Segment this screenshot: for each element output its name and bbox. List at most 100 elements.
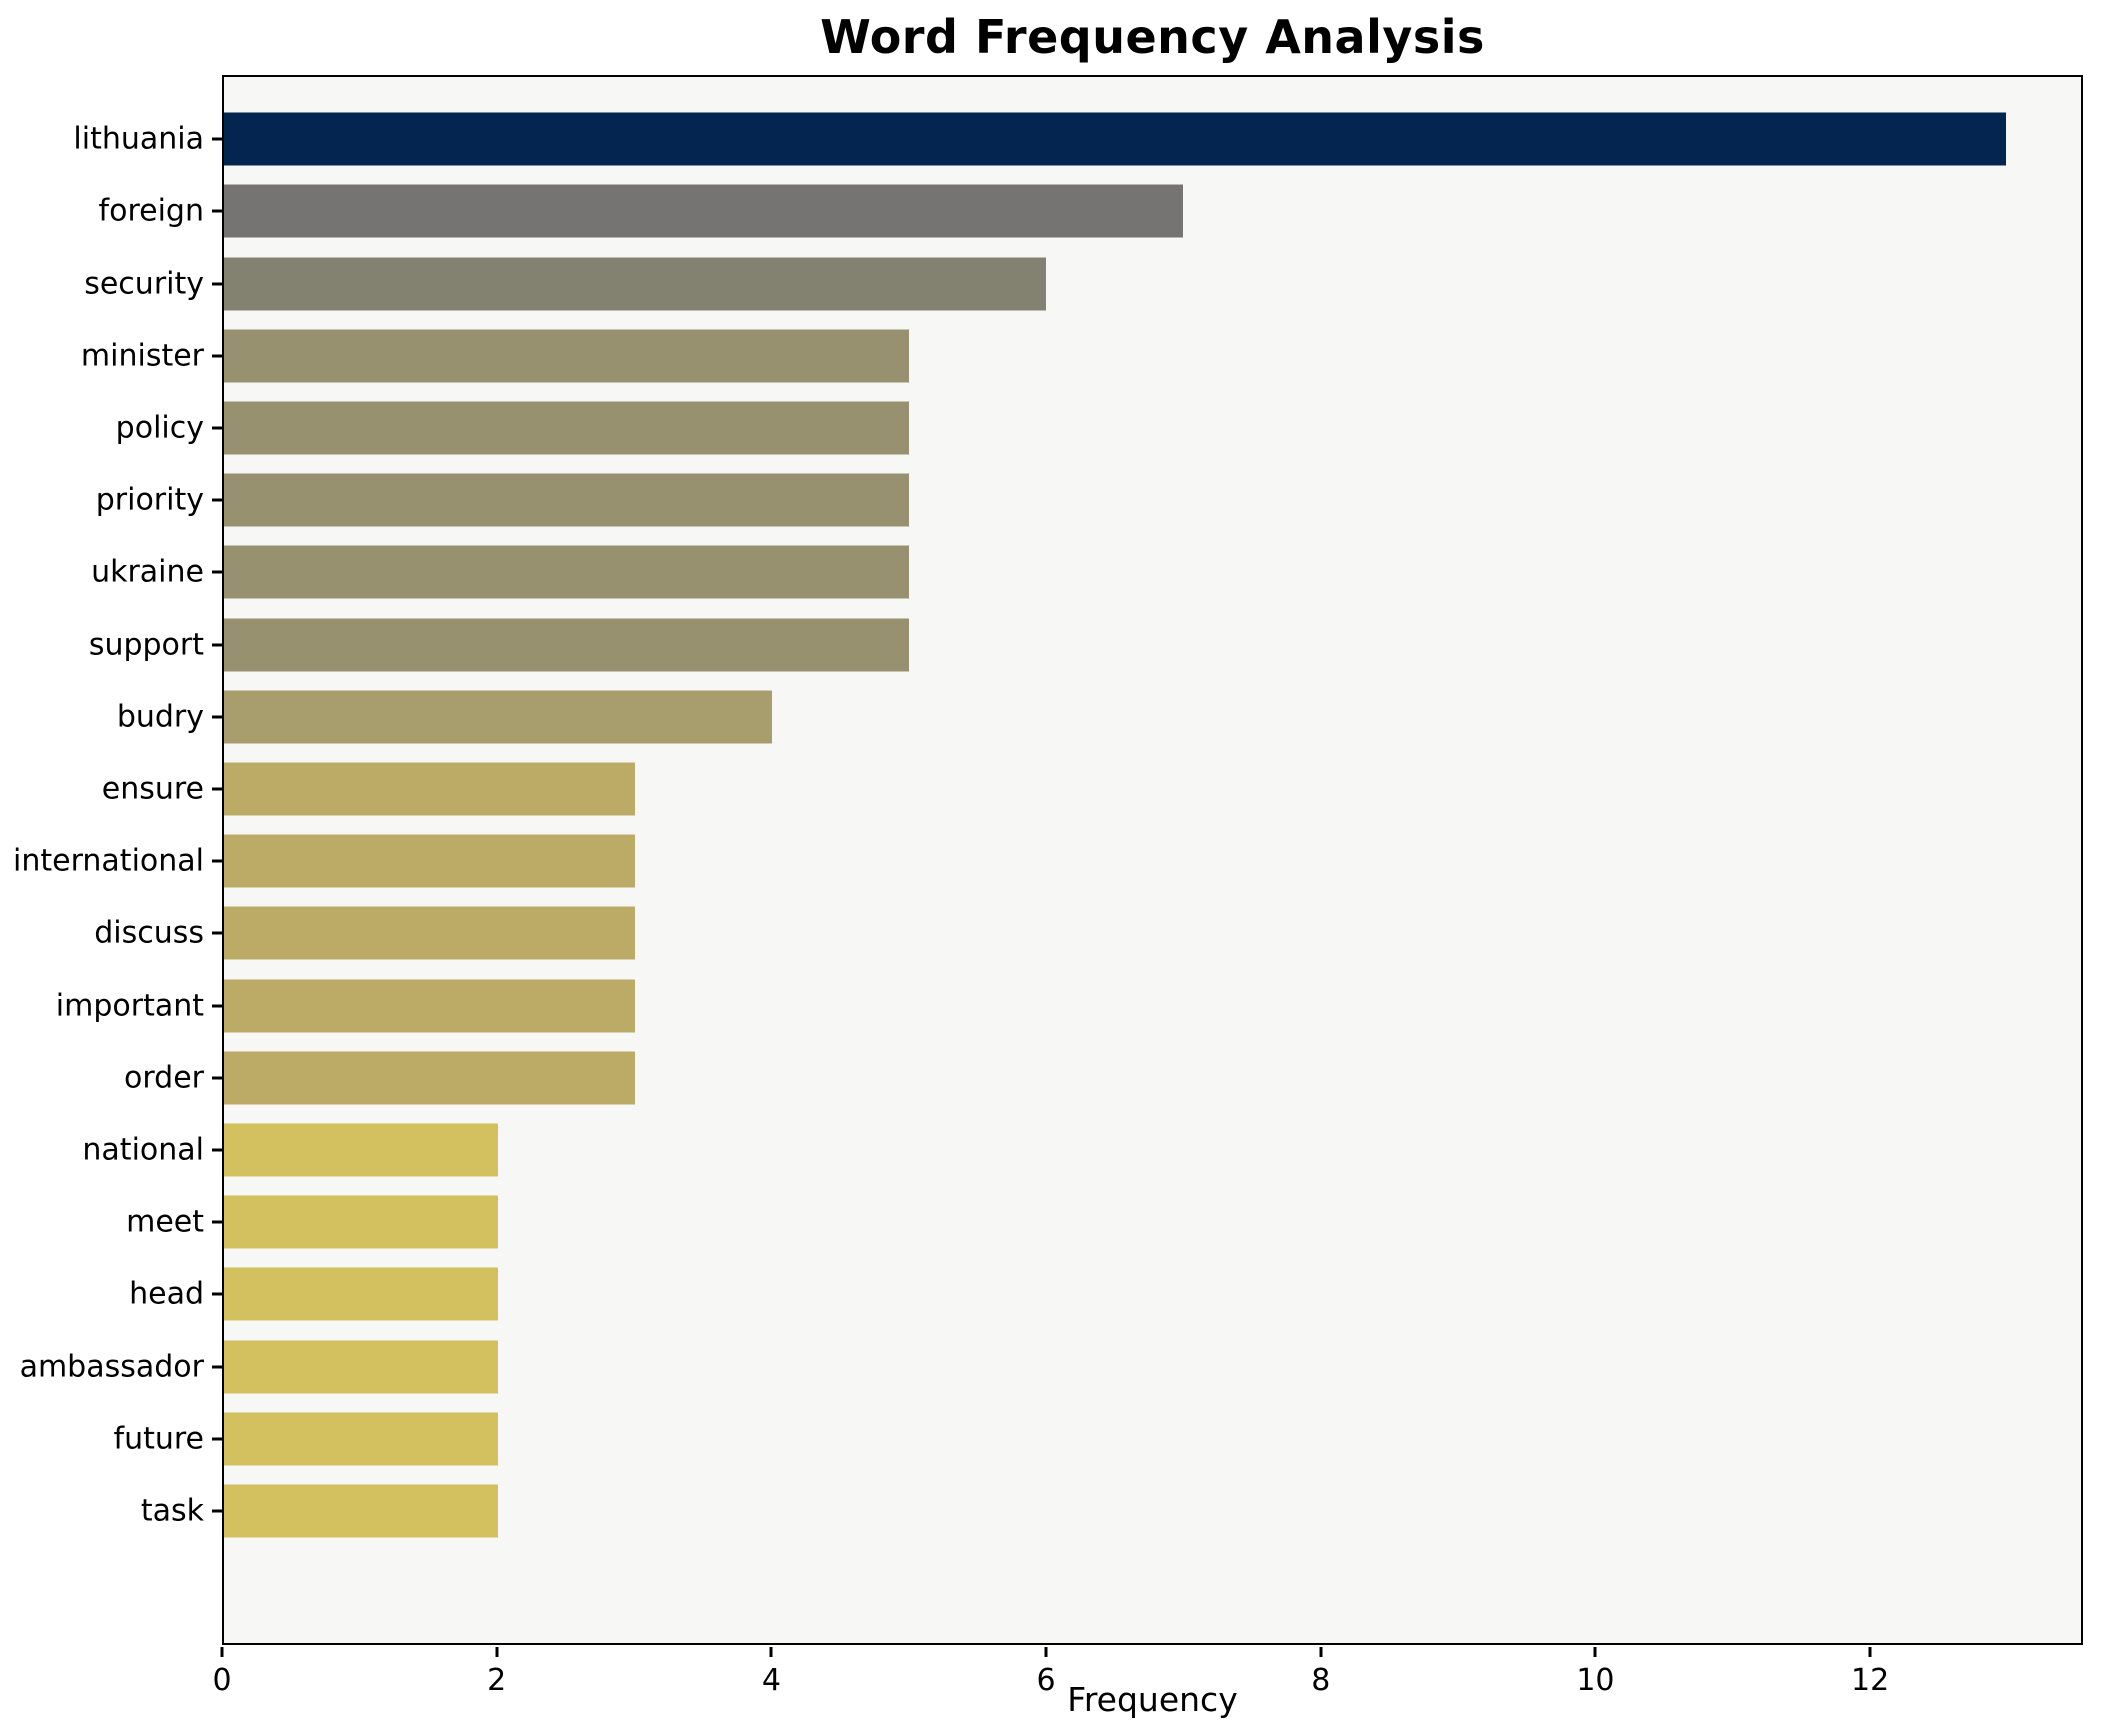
- y-tick-mark: [212, 1292, 222, 1296]
- y-tick-label: national: [82, 1132, 204, 1168]
- x-tick-mark: [769, 1647, 773, 1657]
- x-tick-mark: [1868, 1647, 1872, 1657]
- bar: [224, 1051, 636, 1105]
- y-tick-mark: [212, 1365, 222, 1369]
- x-tick-label: 0: [212, 1663, 232, 1698]
- bar: [224, 184, 1184, 238]
- bar: [224, 906, 636, 960]
- y-tick-label: priority: [95, 482, 204, 518]
- x-tick-label: 8: [1311, 1663, 1331, 1698]
- bar: [224, 834, 636, 888]
- y-tick-mark: [212, 715, 222, 719]
- x-tick-mark: [1044, 1647, 1048, 1657]
- y-tick-label: future: [113, 1421, 204, 1457]
- y-tick-label: ensure: [101, 771, 204, 807]
- bar-row: order: [124, 1042, 2081, 1114]
- bar: [224, 1340, 499, 1394]
- bar: [224, 979, 636, 1033]
- bar-row: meet: [126, 1186, 2081, 1258]
- x-tick-mark: [220, 1647, 224, 1657]
- bar: [224, 545, 910, 599]
- y-tick-mark: [212, 1509, 222, 1513]
- y-tick-mark: [212, 209, 222, 213]
- y-tick-mark: [212, 570, 222, 574]
- y-tick-label: discuss: [94, 915, 204, 951]
- bar: [224, 257, 1047, 310]
- bars-region: lithuania foreign security minister policy pr…: [13, 103, 2081, 1547]
- x-axis-label: Frequency: [1067, 1680, 1238, 1719]
- bar-row: security: [84, 247, 2081, 319]
- bar-row: policy: [116, 392, 2081, 464]
- x-tick-label: 10: [1576, 1663, 1615, 1698]
- y-tick-mark: [212, 1220, 222, 1224]
- y-tick-label: head: [129, 1276, 204, 1312]
- bar-row: national: [82, 1114, 2081, 1186]
- bar-row: budry: [117, 681, 2081, 753]
- bar-row: ambassador: [20, 1330, 2081, 1402]
- y-tick-label: international: [13, 843, 204, 879]
- x-tick-mark: [1319, 1647, 1323, 1657]
- y-tick-label: ukraine: [91, 554, 204, 590]
- y-tick-label: order: [124, 1060, 204, 1096]
- bar-row: head: [129, 1258, 2081, 1330]
- bar: [224, 401, 910, 455]
- bar: [224, 1267, 499, 1321]
- bar-row: future: [114, 1403, 2081, 1475]
- x-tick-mark: [1593, 1647, 1597, 1657]
- y-tick-label: budry: [116, 699, 204, 735]
- bar: [224, 690, 773, 744]
- y-tick-mark: [212, 1437, 222, 1441]
- x-tick-label: 2: [487, 1663, 507, 1698]
- bar-row: lithuania: [73, 103, 2081, 175]
- bar-row: ensure: [102, 753, 2081, 825]
- y-tick-label: support: [88, 627, 204, 663]
- y-tick-label: security: [84, 266, 204, 301]
- y-tick-mark: [212, 498, 222, 502]
- y-tick-label: foreign: [98, 193, 204, 229]
- bar-row: international: [13, 825, 2081, 897]
- y-tick-mark: [212, 1004, 222, 1008]
- bar: [224, 1195, 499, 1249]
- chart-title: Word Frequency Analysis: [820, 10, 1485, 64]
- y-tick-label: meet: [126, 1204, 204, 1240]
- bar: [224, 329, 910, 383]
- y-tick-mark: [212, 859, 222, 863]
- bar: [224, 762, 636, 816]
- x-tick-label: 6: [1036, 1663, 1056, 1698]
- y-tick-mark: [212, 787, 222, 791]
- bar: [224, 473, 910, 527]
- y-tick-label: policy: [115, 410, 204, 446]
- y-tick-mark: [212, 643, 222, 647]
- x-tick-mark: [495, 1647, 499, 1657]
- y-tick-label: ambassador: [19, 1349, 204, 1385]
- bar-row: ukraine: [91, 536, 2081, 608]
- bar-row: support: [89, 608, 2081, 680]
- bar: [224, 1123, 499, 1177]
- bar-row: discuss: [94, 897, 2081, 969]
- bar: [224, 1484, 499, 1538]
- y-tick-label: lithuania: [73, 121, 204, 157]
- y-tick-mark: [212, 282, 222, 285]
- y-tick-label: task: [140, 1493, 204, 1529]
- y-tick-mark: [212, 426, 222, 430]
- y-tick-mark: [212, 1076, 222, 1080]
- x-tick-label: 4: [761, 1663, 781, 1698]
- bar-row: minister: [81, 320, 2081, 392]
- bar-row: foreign: [99, 175, 2081, 247]
- plot-area: lithuania foreign security minister policy pr…: [13, 75, 2083, 1645]
- bar: [224, 112, 2006, 166]
- bar: [224, 1412, 499, 1466]
- bar-row: task: [141, 1475, 2081, 1547]
- y-tick-mark: [212, 137, 222, 141]
- y-tick-label: minister: [80, 338, 204, 374]
- bar: [224, 618, 910, 672]
- x-axis: 0 2 4 6 8 10 12: [212, 1647, 2083, 1722]
- y-tick-mark: [212, 354, 222, 358]
- bar-row: important: [56, 969, 2081, 1041]
- x-tick-label: 12: [1851, 1663, 1890, 1698]
- bar-row: priority: [96, 464, 2081, 536]
- y-tick-mark: [212, 1148, 222, 1152]
- y-tick-mark: [212, 931, 222, 935]
- y-tick-label: important: [55, 988, 204, 1024]
